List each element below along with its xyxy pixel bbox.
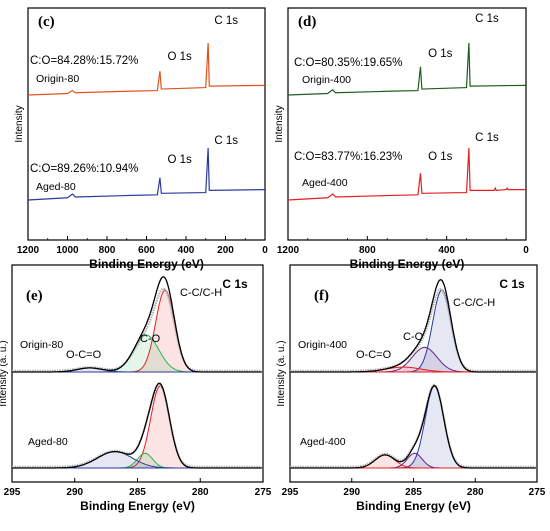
envelope-fit (12, 276, 262, 373)
x-tick-label: 1000 (56, 245, 79, 256)
plot-frame (27, 7, 266, 241)
c-o-ratio-label: C:O=89.26%:10.94% (30, 163, 138, 175)
series-line (27, 147, 266, 201)
y-axis-title: Intensity (14, 105, 25, 142)
peak-label: O 1s (168, 51, 193, 63)
panel-d: 1200 800 400 0 Binding Energy (eV) Intensity (… (274, 7, 529, 271)
peak-label: O 1s (168, 154, 193, 166)
x-tick-label: 0 (523, 245, 529, 256)
component-label: C-C/C-H (453, 297, 495, 309)
peak-label: C 1s (214, 135, 238, 147)
x-tick-label: 275 (255, 487, 272, 498)
component-peak-o-c-o (290, 366, 536, 373)
x-tick-label: 200 (217, 245, 234, 256)
x-tick-label: 600 (138, 245, 155, 256)
panel-label: (f) (314, 288, 329, 304)
spectrum-name-label: Origin-80 (20, 339, 63, 351)
panel-title: C 1s (499, 277, 525, 291)
x-tick-label: 285 (129, 487, 146, 498)
plot-frame (287, 7, 527, 241)
c-o-ratio-label: C:O=84.28%:15.72% (30, 55, 138, 67)
x-axis-title: Binding Energy (eV) (80, 499, 195, 513)
x-tick-label: 1200 (17, 245, 40, 256)
peak-label: C 1s (475, 132, 499, 144)
peak-label: O 1s (428, 48, 453, 60)
panel-title: C 1s (222, 277, 248, 291)
c-o-ratio-label: C:O=83.77%:16.23% (294, 151, 402, 163)
x-tick-label: 800 (99, 245, 116, 256)
x-tick-label: 280 (467, 487, 484, 498)
x-tick-label: 285 (405, 487, 422, 498)
peak-label: C 1s (475, 13, 499, 25)
x-axis-title: Binding Energy (eV) (350, 257, 465, 271)
component-peak-c-c-c-h (12, 385, 262, 469)
peak-label: O 1s (428, 151, 453, 163)
series-name-label: Aged-80 (36, 181, 76, 193)
series-line (287, 147, 526, 201)
x-axis-title: Binding Energy (eV) (356, 499, 471, 513)
x-tick-label: 280 (192, 487, 209, 498)
x-tick-label: 290 (343, 487, 360, 498)
envelope-fit (12, 382, 262, 469)
y-axis-title: Intensity (a. u.) (0, 340, 9, 406)
x-tick-label: 0 (262, 245, 268, 256)
x-axis-title: Binding Energy (eV) (89, 257, 204, 271)
component-label: C-C/C-H (180, 287, 222, 299)
raw-data-trace (12, 287, 262, 372)
x-tick-label: 290 (66, 487, 83, 498)
series-name-label: Origin-400 (302, 74, 351, 86)
envelope-fit (290, 384, 536, 469)
peak-label: C 1s (214, 15, 238, 27)
series-name-label: Aged-400 (302, 177, 348, 189)
spectrum-name-label: Aged-400 (300, 436, 346, 448)
c-o-ratio-label: C:O=80.35%:19.65% (294, 57, 402, 69)
series-line (27, 42, 266, 96)
spectrum-name-label: Origin-400 (298, 339, 347, 351)
series-line (287, 42, 527, 96)
panel-label: (e) (26, 288, 43, 304)
panel-label: (c) (38, 14, 55, 30)
x-tick-label: 400 (438, 245, 455, 256)
envelope-fit (290, 278, 536, 373)
raw-data-trace (290, 383, 536, 468)
raw-data-trace (12, 383, 262, 468)
series-name-label: Origin-80 (36, 73, 79, 85)
spectrum-name-label: Aged-80 (28, 436, 68, 448)
panel-e: 295 290 285 280 275 Binding Energy (eV) Intens… (0, 264, 272, 513)
plot-frame (11, 264, 264, 483)
component-label: O-C=O (356, 349, 392, 361)
y-axis-title: Intensity (274, 105, 285, 142)
panel-f: 295 290 285 280 275 Binding Energy (eV) Intens… (276, 264, 546, 513)
x-tick-label: 275 (529, 487, 546, 498)
x-tick-label: 800 (359, 245, 376, 256)
x-tick-label: 295 (282, 487, 299, 498)
x-tick-label: 400 (178, 245, 195, 256)
y-axis-title: Intensity (a. u.) (276, 340, 287, 406)
raw-data-trace (290, 287, 536, 372)
panel-label: (d) (298, 14, 316, 30)
component-label: C-O (140, 333, 161, 345)
x-tick-label: 1200 (277, 245, 300, 256)
x-tick-label: 295 (4, 487, 21, 498)
component-label: C-O (403, 331, 424, 343)
panel-c: 1200 1000 800 600 400 200 0 Binding Energy (eV)… (14, 7, 268, 271)
component-label: O-C=O (66, 349, 102, 361)
